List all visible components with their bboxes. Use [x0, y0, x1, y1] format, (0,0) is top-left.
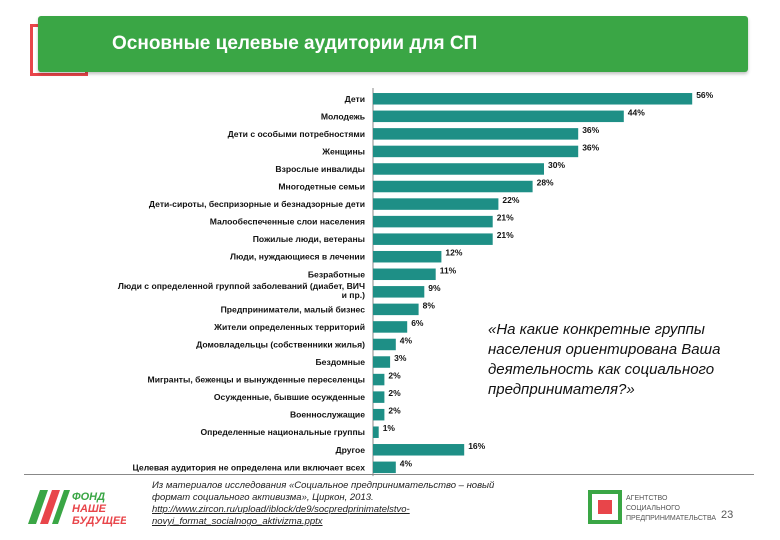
source-link[interactable]: http://www.zircon.ru/upload/iblock/de9/s…	[152, 504, 410, 527]
bar	[373, 145, 579, 158]
category-label: Люди, нуждающиеся в лечении	[230, 252, 365, 262]
agency-logo-square	[598, 500, 612, 514]
header-bar	[38, 16, 748, 72]
fund-logo-line2: НАШЕ	[72, 503, 107, 515]
fund-logo-line3: БУДУЩЕЕ	[72, 515, 126, 527]
bar	[373, 426, 379, 438]
data-label: 3%	[394, 353, 407, 363]
data-label: 44%	[628, 107, 645, 117]
category-label: Дети	[345, 94, 365, 104]
data-label: 28%	[537, 178, 554, 188]
category-label: Люди с определенной группой заболеваний …	[118, 281, 365, 300]
bar	[373, 356, 391, 368]
data-label: 2%	[388, 371, 401, 381]
data-label: 11%	[440, 265, 457, 275]
agency-logo: АГЕНТСТВО СОЦИАЛЬНОГО ПРЕДПРИНИМАТЕЛЬСТВ…	[588, 490, 716, 524]
category-label: Многодетные семьи	[278, 182, 365, 192]
bar	[373, 321, 408, 333]
data-label: 36%	[582, 142, 599, 152]
fund-logo-stripe-2	[40, 490, 60, 524]
category-label: Домовладельцы (собственники жилья)	[196, 339, 365, 349]
category-label: Предприниматели, малый бизнес	[221, 304, 366, 314]
category-label: Целевая аудитория не определена или вклю…	[133, 462, 366, 472]
bar	[373, 198, 499, 210]
category-label: Осужденные, бывшие осужденные	[214, 392, 365, 402]
bar	[373, 93, 693, 105]
bar	[373, 128, 579, 140]
category-label: Пожилые люди, ветераны	[253, 234, 365, 244]
category-label: Определенные национальные группы	[200, 427, 365, 437]
fund-logo-stripe-3	[52, 490, 70, 524]
category-label: Жители определенных территорий	[213, 322, 365, 332]
data-label: 21%	[497, 213, 514, 223]
bar	[373, 268, 436, 281]
category-label: Бездомные	[316, 357, 366, 367]
bar	[373, 444, 465, 456]
page-number: 23	[721, 509, 734, 521]
bar	[373, 110, 624, 123]
category-label: Женщины	[321, 146, 365, 156]
bar	[373, 233, 493, 245]
agency-logo-line3: ПРЕДПРИНИМАТЕЛЬСТВА	[626, 515, 716, 522]
data-label: 30%	[548, 160, 565, 170]
data-label: 4%	[400, 458, 413, 468]
data-label: 36%	[582, 125, 599, 135]
footer-divider	[24, 474, 754, 475]
category-label: Мигранты, беженцы и вынужденные переселе…	[148, 375, 365, 385]
data-label: 8%	[423, 300, 436, 310]
bar	[373, 303, 419, 316]
data-label: 2%	[388, 406, 401, 416]
source-note: Из материалов исследования «Социальное п…	[152, 480, 532, 528]
category-label: Молодежь	[321, 111, 365, 121]
bar	[373, 391, 385, 403]
data-label: 9%	[428, 283, 441, 293]
page-title: Основные целевые аудитории для СП	[112, 33, 478, 54]
agency-logo-line2: СОЦИАЛЬНОГО	[626, 505, 680, 512]
bar	[373, 338, 396, 351]
bar	[373, 163, 544, 175]
data-label: 16%	[468, 441, 485, 451]
fund-logo-line1: ФОНД	[72, 491, 105, 503]
data-label: 1%	[383, 423, 396, 433]
data-label: 56%	[696, 90, 713, 100]
data-label: 4%	[400, 335, 413, 345]
category-label: Другое	[335, 445, 365, 455]
category-label: Безработные	[308, 269, 365, 279]
bar	[373, 180, 533, 193]
data-label: 21%	[497, 230, 514, 240]
category-label: Малообеспеченные слои населения	[210, 217, 365, 227]
category-label: Военнослужащие	[290, 410, 365, 420]
fund-logo-stripe-1	[28, 490, 48, 524]
survey-question: «На какие конкретные группы населения ор…	[488, 321, 721, 398]
data-label: 22%	[502, 195, 519, 205]
category-label: Взрослые инвалиды	[275, 164, 365, 174]
source-text: Из материалов исследования «Социальное п…	[152, 480, 495, 503]
bar	[373, 373, 385, 386]
bar-chart: 56% Дети 44% Молодежь 36% Дети с особыми потр…	[118, 88, 714, 477]
bar	[373, 461, 396, 474]
bar	[373, 250, 442, 263]
agency-logo-line1: АГЕНТСТВО	[626, 495, 668, 502]
bar	[373, 215, 493, 228]
data-label: 2%	[388, 388, 401, 398]
category-label: Дети с особыми потребностями	[228, 129, 365, 139]
category-label: Дети-сироты, беспризорные и безнадзорные…	[149, 199, 365, 209]
fund-logo: ФОНД НАШЕ БУДУЩЕЕ	[28, 490, 126, 527]
data-label: 6%	[411, 318, 424, 328]
data-label: 12%	[445, 248, 462, 258]
bar	[373, 286, 425, 298]
bar	[373, 408, 385, 421]
agency-logo-frame	[588, 490, 622, 524]
